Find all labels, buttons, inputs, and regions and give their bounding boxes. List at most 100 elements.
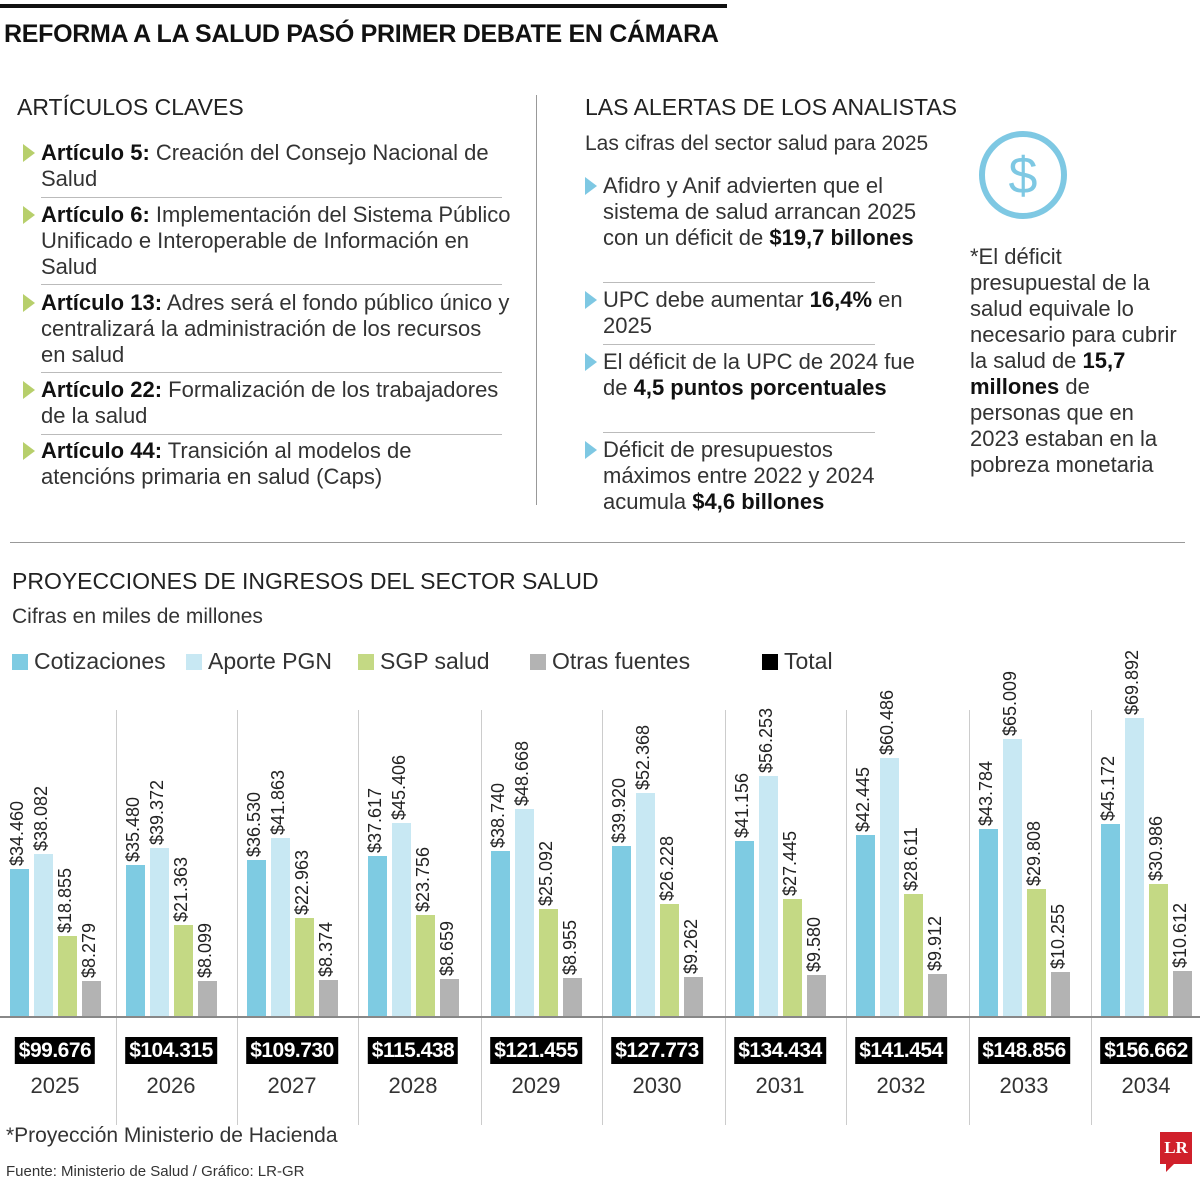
alerta-item: Déficit de presupuestos máximos entre 20… — [585, 437, 923, 515]
bar-aporte-pgn — [880, 758, 899, 1016]
chart-title: PROYECCIONES DE INGRESOS DEL SECTOR SALU… — [12, 568, 599, 594]
bar-value-label: $27.445 — [780, 831, 800, 897]
bar-value-label: $25.092 — [536, 841, 556, 907]
bar-otras-fuentes — [319, 980, 338, 1016]
legend-item: Otras fuentes — [530, 648, 690, 675]
alerta-bold: 4,5 puntos porcentuales — [633, 375, 887, 400]
triangle-bullet-icon — [23, 206, 35, 224]
bar-value-label: $8.279 — [79, 922, 99, 978]
legend-label: Total — [784, 648, 833, 674]
bar-otras-fuentes — [928, 973, 947, 1016]
column-separator — [116, 710, 117, 1125]
year-tick-label: 2028 — [388, 1073, 438, 1098]
bar-value-label: $8.099 — [195, 923, 215, 979]
bar-value-label: $10.612 — [1170, 902, 1190, 968]
bar-value-label: $41.156 — [732, 772, 752, 838]
triangle-bullet-icon — [23, 442, 35, 460]
legend-swatch — [12, 653, 28, 670]
item-separator — [41, 372, 502, 373]
bar-otras-fuentes — [198, 981, 217, 1016]
bar-value-label: $8.659 — [437, 921, 457, 977]
bar-sgp-salud — [539, 909, 558, 1016]
bar-value-label: $48.668 — [512, 740, 532, 806]
bar-aporte-pgn — [1003, 739, 1022, 1016]
column-separator — [237, 710, 238, 1125]
bar-cotizaciones — [368, 855, 387, 1016]
articulo-label: Artículo 5: — [41, 140, 150, 165]
column-separator — [358, 710, 359, 1125]
total-label: $115.438 — [367, 1037, 459, 1064]
triangle-bullet-icon — [585, 291, 597, 309]
top-rule — [0, 4, 727, 8]
bar-value-label: $9.262 — [681, 918, 701, 974]
total-label: $148.856 — [978, 1037, 1070, 1064]
section-divider — [10, 542, 1185, 543]
bar-value-label: $39.372 — [147, 780, 167, 846]
bar-sgp-salud — [1149, 883, 1168, 1016]
bar-value-label: $43.784 — [976, 761, 996, 827]
chart-baseline — [0, 1016, 1200, 1018]
articulo-label: Artículo 6: — [41, 202, 150, 227]
legend-label: Cotizaciones — [34, 648, 166, 674]
bar-value-label: $38.740 — [488, 782, 508, 848]
source: Fuente: Ministerio de Salud / Gráfico: L… — [6, 1163, 305, 1180]
column-divider — [536, 95, 537, 505]
column-separator — [969, 710, 970, 1125]
alerta-item: Afidro y Anif advierten que el sistema d… — [585, 173, 923, 251]
bar-value-label: $29.808 — [1024, 820, 1044, 887]
bar-value-label: $30.986 — [1146, 815, 1166, 881]
bar-cotizaciones — [735, 840, 754, 1016]
total-label: $141.454 — [855, 1037, 947, 1064]
alerta-bold: $19,7 billones — [769, 225, 914, 250]
bar-value-label: $22.963 — [292, 850, 312, 916]
item-separator — [603, 432, 875, 433]
bar-value-label: $38.082 — [31, 785, 51, 851]
bar-sgp-salud — [904, 894, 923, 1016]
total-label: $104.315 — [125, 1037, 217, 1064]
bar-cotizaciones — [10, 869, 29, 1016]
item-separator — [41, 434, 502, 435]
bar-aporte-pgn — [392, 822, 411, 1016]
item-separator — [41, 197, 502, 198]
articulo-item: Artículo 6: Implementación del Sistema P… — [23, 202, 511, 280]
year-tick-label: 2027 — [267, 1073, 317, 1098]
bar-cotizaciones — [1101, 823, 1120, 1016]
column-separator — [481, 710, 482, 1125]
legend-swatch — [530, 653, 546, 670]
bar-aporte-pgn — [515, 808, 534, 1016]
triangle-bullet-icon — [23, 144, 35, 162]
bar-sgp-salud — [660, 904, 679, 1016]
triangle-bullet-icon — [585, 177, 597, 195]
bar-sgp-salud — [416, 914, 435, 1016]
year-tick-label: 2030 — [632, 1073, 682, 1098]
articulo-item: Artículo 22: Formalización de los trabaj… — [23, 377, 511, 429]
legend-swatch — [762, 653, 778, 670]
total-label: $127.773 — [611, 1037, 703, 1064]
bar-otras-fuentes — [82, 980, 101, 1016]
bar-value-label: $69.892 — [1122, 650, 1142, 716]
item-separator — [603, 344, 875, 345]
bar-value-label: $9.580 — [804, 917, 824, 973]
bar-value-label: $52.368 — [633, 724, 653, 790]
alerta-text: El déficit de la UPC de 2024 fue de — [603, 349, 915, 400]
svg-text:$: $ — [1009, 147, 1038, 205]
bar-value-label: $34.460 — [7, 801, 27, 867]
articulo-item: Artículo 44: Transición al modelos de at… — [23, 438, 511, 490]
alerta-bold: $4,6 billones — [692, 489, 825, 514]
legend-item: Aporte PGN — [186, 648, 332, 675]
footnote: *Proyección Ministerio de Hacienda — [6, 1124, 338, 1147]
articulo-label: Artículo 22: — [41, 377, 163, 402]
bar-otras-fuentes — [440, 979, 459, 1016]
triangle-bullet-icon — [585, 353, 597, 371]
year-tick-label: 2031 — [755, 1073, 805, 1098]
legend-label: Aporte PGN — [208, 648, 332, 674]
bar-cotizaciones — [856, 835, 875, 1016]
bar-otras-fuentes — [1173, 970, 1192, 1016]
bar-aporte-pgn — [1125, 718, 1144, 1016]
bar-value-label: $41.863 — [268, 769, 288, 835]
total-label: $109.730 — [246, 1037, 338, 1064]
legend-item: Total — [762, 648, 833, 675]
legend-item: SGP salud — [358, 648, 490, 675]
legend-label: Otras fuentes — [552, 648, 691, 674]
alerta-item: El déficit de la UPC de 2024 fue de 4,5 … — [585, 349, 923, 401]
